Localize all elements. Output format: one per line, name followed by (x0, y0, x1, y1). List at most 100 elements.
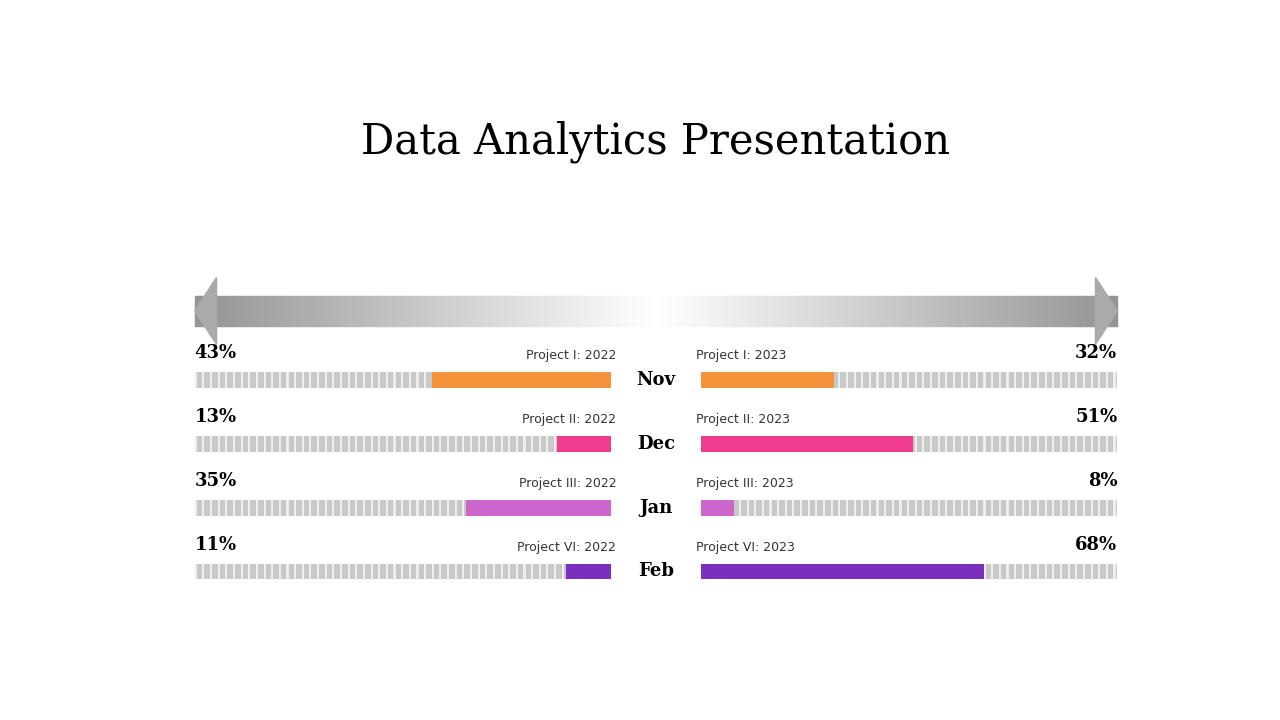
Bar (385, 500, 388, 516)
Bar (356, 372, 357, 388)
Bar (524, 436, 526, 451)
Bar (960, 564, 963, 580)
Bar (524, 500, 526, 516)
Bar (1006, 372, 1009, 388)
Bar (416, 372, 419, 388)
Bar (968, 372, 970, 388)
Bar (470, 564, 472, 580)
Bar (846, 436, 847, 451)
Bar (539, 564, 541, 580)
Bar (854, 436, 855, 451)
Bar (991, 436, 993, 451)
Bar (287, 564, 288, 580)
Bar (401, 564, 403, 580)
Text: 13%: 13% (195, 408, 237, 426)
Bar (547, 500, 549, 516)
Bar (838, 436, 841, 451)
Bar (279, 500, 280, 516)
Bar (340, 564, 342, 580)
Bar (1098, 436, 1101, 451)
Bar (570, 500, 571, 516)
Bar (325, 372, 326, 388)
Bar (991, 564, 993, 580)
Bar (600, 564, 602, 580)
Bar (1029, 372, 1032, 388)
Bar (952, 500, 955, 516)
Bar (364, 372, 365, 388)
Bar (195, 500, 197, 516)
Bar (241, 436, 243, 451)
Bar (195, 500, 612, 516)
Bar (508, 500, 511, 516)
Bar (294, 372, 296, 388)
Bar (723, 564, 726, 580)
Bar (739, 436, 741, 451)
Bar (325, 436, 326, 451)
Text: Project I: 2023: Project I: 2023 (696, 349, 786, 362)
Bar (287, 436, 288, 451)
Bar (998, 436, 1001, 451)
Bar (356, 436, 357, 451)
Bar (938, 372, 940, 388)
Text: 51%: 51% (1075, 408, 1117, 426)
Bar (877, 500, 878, 516)
Bar (225, 564, 228, 580)
Bar (370, 564, 372, 580)
Bar (723, 372, 726, 388)
Bar (938, 436, 940, 451)
Bar (869, 372, 870, 388)
Bar (731, 436, 733, 451)
Bar (210, 500, 212, 516)
Bar (195, 372, 197, 388)
Bar (1037, 500, 1039, 516)
Bar (356, 564, 357, 580)
Bar (808, 500, 810, 516)
Bar (700, 564, 1117, 580)
Bar (424, 372, 426, 388)
Bar (1044, 436, 1047, 451)
Bar (700, 372, 835, 388)
Bar (983, 372, 986, 388)
Bar (998, 372, 1001, 388)
Bar (570, 372, 571, 388)
Bar (731, 500, 733, 516)
Bar (439, 500, 442, 516)
Bar (1052, 372, 1055, 388)
Bar (385, 564, 388, 580)
Bar (991, 372, 993, 388)
Bar (447, 372, 449, 388)
Bar (241, 372, 243, 388)
Bar (562, 500, 563, 516)
Bar (271, 500, 273, 516)
Bar (716, 564, 718, 580)
Bar (531, 564, 534, 580)
Bar (808, 436, 810, 451)
Bar (210, 372, 212, 388)
Bar (931, 564, 932, 580)
Bar (454, 500, 457, 516)
Bar (1014, 436, 1016, 451)
Bar (731, 372, 733, 388)
Bar (1075, 372, 1078, 388)
Bar (600, 372, 602, 388)
Bar (233, 500, 236, 516)
Bar (593, 436, 594, 451)
Bar (823, 500, 826, 516)
Bar (256, 564, 259, 580)
Bar (983, 500, 986, 516)
Bar (516, 564, 518, 580)
Bar (424, 500, 426, 516)
Bar (310, 500, 311, 516)
Text: Jan: Jan (640, 499, 672, 517)
Bar (1044, 500, 1047, 516)
Bar (508, 436, 511, 451)
Bar (279, 372, 280, 388)
Bar (195, 564, 612, 580)
Bar (762, 436, 764, 451)
Bar (554, 372, 556, 388)
Bar (225, 500, 228, 516)
Bar (547, 372, 549, 388)
Bar (716, 436, 718, 451)
Bar (968, 436, 970, 451)
Bar (310, 564, 311, 580)
